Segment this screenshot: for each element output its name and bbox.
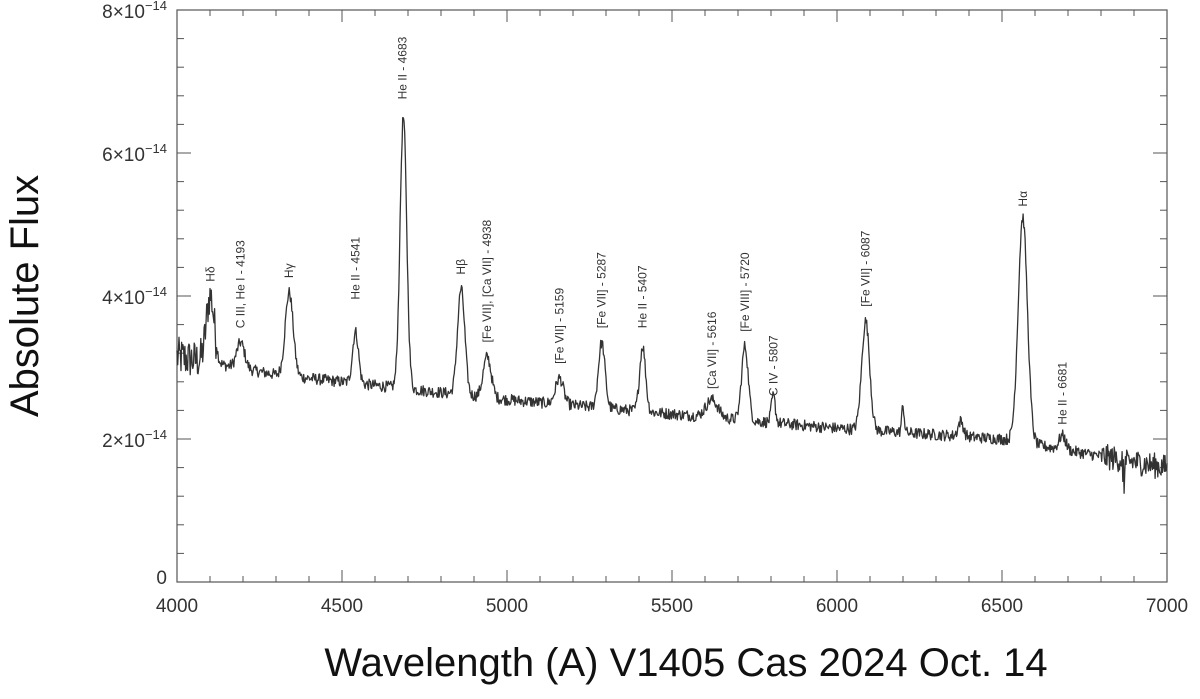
x-tick-label: 5500: [651, 596, 693, 617]
y-tick-label: 8×10−14: [102, 0, 167, 23]
line-annotations: Hδ C III, He I - 4193 Hγ He II - 4541 He II …: [203, 36, 1069, 424]
line-annotation: He II - 4541: [349, 237, 363, 300]
y-axis-title: Absolute Flux: [3, 175, 47, 417]
line-annotation: [Fe VII] - 6087: [859, 230, 873, 306]
x-axis-title: Wavelength (A) V1405 Cas 2024 Oct. 14: [324, 641, 1047, 685]
y-tick-label: 6×10−14: [102, 141, 167, 166]
line-annotation: He II - 5407: [636, 265, 650, 328]
x-tick-label: 5000: [486, 596, 528, 617]
line-annotation: He II - 6681: [1055, 362, 1069, 425]
y-tick-label: 0: [156, 568, 167, 589]
line-annotation: Hβ: [454, 259, 468, 275]
line-annotation: Hδ: [203, 266, 217, 282]
x-tick-label: 6500: [981, 596, 1023, 617]
line-annotation: He II - 4683: [395, 36, 409, 99]
line-annotation: [Fe VII], [Ca VII] - 4938: [480, 219, 494, 342]
line-annotation: C IV - 5807: [766, 335, 780, 396]
x-tick-label: 4000: [156, 596, 198, 617]
x-tick-label: 7000: [1146, 596, 1188, 617]
x-tick-labels: 4000 4500 5000 5500 6000 6500 7000: [156, 596, 1188, 617]
line-annotation: [Fe VII] - 5287: [595, 252, 609, 328]
line-annotation: [Ca VII] - 5616: [705, 311, 719, 389]
x-tick-label: 4500: [321, 596, 363, 617]
axis-ticks: [176, 9, 1168, 583]
line-annotation: [Fe VIII] - 5720: [738, 252, 752, 332]
y-tick-label: 2×10−14: [102, 427, 167, 452]
x-tick-label: 6000: [816, 596, 858, 617]
line-annotation: C III, He I - 4193: [234, 240, 248, 328]
line-annotation: Hα: [1016, 191, 1030, 207]
line-annotation: Hγ: [282, 263, 296, 278]
y-tick-labels: 0 2×10−14 4×10−14 6×10−14 8×10−14: [102, 0, 167, 589]
spectrum-series-line: [176, 117, 1168, 494]
line-annotation: [Fe VII] - 5159: [553, 288, 567, 364]
y-tick-label: 4×10−14: [102, 284, 167, 309]
